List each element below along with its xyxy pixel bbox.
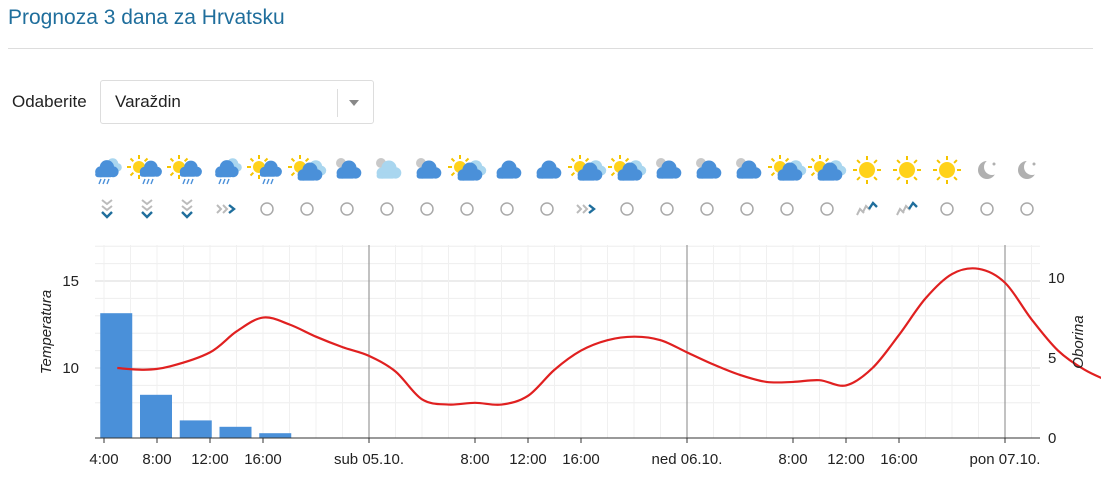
calm-icon [820,202,834,216]
precipitation-bars [100,313,292,438]
sun-icon [933,156,961,184]
chart-axes: 4:00 8:00 12:00 16:00 sub 05.10. 8:00 12:00 16:… [38,270,1087,468]
y-right-tick-label: 5 [1048,350,1056,367]
sun-cloud-icon [288,155,327,181]
calm-icon [500,202,514,216]
x-tick-label: 16:00 [562,451,600,468]
sun-cloud-icon [448,155,487,181]
cloud-icon [736,158,762,179]
calm-icon [340,202,354,216]
wind-west-icon [576,204,596,214]
x-tick-label: ned 06.10. [652,451,723,468]
cloud-icon [536,160,562,179]
location-select-value: Varaždin [115,92,181,111]
sun-cloud-icon [608,155,647,181]
calm-icon [380,202,394,216]
sun-cloud-rain-icon [127,155,162,185]
x-tick-label: 12:00 [509,451,547,468]
x-tick-label: 4:00 [89,451,118,468]
sun-cloud-rain-icon [167,155,202,185]
calm-icon [980,202,994,216]
calm-icon [1020,202,1034,216]
y-left-tick-label: 10 [62,360,79,377]
x-tick-label: 8:00 [460,451,489,468]
cloud-icon [336,158,362,179]
cloud-rain-icon [215,158,242,185]
calm-icon [540,202,554,216]
x-tick-label: 8:00 [778,451,807,468]
location-select-label: Odaberite [12,92,87,111]
calm-icon [780,202,794,216]
page-title: Prognoza 3 dana za Hrvatsku [8,6,285,29]
weather-icons-row [95,155,1040,185]
sun-cloud-icon [568,155,607,181]
y-left-tick-label: 15 [62,273,79,290]
cloud-rain-icon [95,158,122,185]
y-left-axis-label: Temperatura [38,290,55,375]
wind-southwest-icon [856,201,878,216]
calm-icon [660,202,674,216]
y-right-tick-label: 0 [1048,430,1056,447]
sun-icon [853,156,881,184]
wind-icons-row [101,199,1034,219]
x-tick-label: pon 07.10. [970,451,1041,468]
precipitation-bar [259,433,292,438]
chart-grid [95,245,1040,438]
sun-cloud-rain-icon [247,155,282,185]
precipitation-bar [140,394,172,438]
x-tick-label: sub 05.10. [334,451,404,468]
location-select-separator [337,89,338,117]
temperature-line [117,267,1101,406]
wind-west-icon [216,204,236,214]
title-divider [8,48,1093,49]
calm-icon [620,202,634,216]
cloud-icon [376,158,402,179]
precipitation-bar [179,420,212,438]
x-tick-label: 16:00 [880,451,918,468]
calm-icon [460,202,474,216]
precipitation-bar [100,313,133,438]
cloud-icon [496,160,522,179]
cloud-icon [696,158,722,179]
calm-icon [260,202,274,216]
x-tick-label: 16:00 [244,451,282,468]
y-right-tick-label: 10 [1048,270,1065,287]
cloud-icon [656,158,682,179]
sun-cloud-icon [808,155,847,181]
x-tick-label: 8:00 [142,451,171,468]
y-right-axis-label: Oborina [1070,315,1087,368]
location-select[interactable]: Varaždin [100,80,374,124]
calm-icon [740,202,754,216]
moon-icon [1018,159,1040,179]
wind-north-icon [141,199,153,219]
x-tick-label: 12:00 [191,451,229,468]
precipitation-bar [219,426,252,438]
temperature-series-line [117,267,1101,406]
calm-icon [700,202,714,216]
sun-icon [893,156,921,184]
cloud-icon [416,158,442,179]
wind-north-icon [181,199,193,219]
moon-icon [978,159,1000,179]
wind-southwest-icon [896,201,918,216]
calm-icon [300,202,314,216]
sun-cloud-icon [768,155,807,181]
calm-icon [420,202,434,216]
chevron-down-icon[interactable] [349,100,359,106]
x-tick-label: 12:00 [827,451,865,468]
wind-north-icon [101,199,113,219]
calm-icon [940,202,954,216]
